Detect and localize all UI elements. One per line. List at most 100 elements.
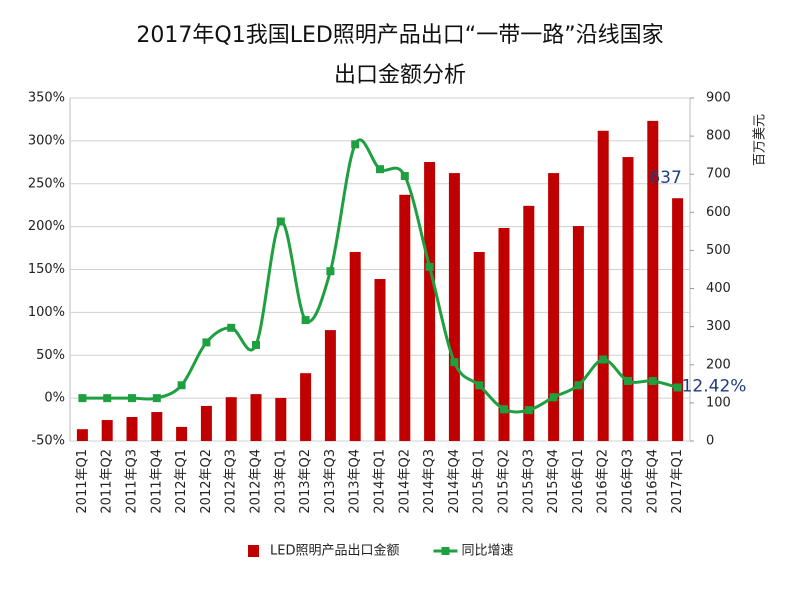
legend-label: LED照明产品出口金额 <box>270 543 399 559</box>
bar <box>126 416 138 441</box>
marker <box>202 338 211 347</box>
x-tick-label: 2011年Q3 <box>125 449 140 514</box>
bar <box>349 251 361 441</box>
marker <box>301 316 310 325</box>
bar <box>548 173 560 441</box>
x-tick-label: 2016年Q1 <box>571 449 586 514</box>
marker <box>177 381 186 390</box>
marker <box>549 393 558 402</box>
bar <box>151 412 163 441</box>
x-tick-label: 2012年Q1 <box>174 449 189 514</box>
marker <box>376 165 384 174</box>
bar <box>597 130 609 441</box>
y-tick-label: 50% <box>36 348 65 363</box>
y2-tick-label: 0 <box>706 434 714 449</box>
marker <box>500 405 508 414</box>
legend-swatch <box>441 547 450 555</box>
bar <box>275 397 287 441</box>
bar <box>101 420 113 441</box>
x-tick-label: 2013年Q4 <box>348 449 363 514</box>
bar <box>523 205 535 441</box>
data-label: 637 <box>649 168 681 188</box>
x-tick-label: 2014年Q4 <box>447 449 462 514</box>
y-tick-label: 300% <box>28 133 65 148</box>
marker <box>574 381 583 390</box>
marker <box>599 355 608 364</box>
x-tick-label: 2014年Q3 <box>422 449 437 514</box>
x-tick-label: 2016年Q4 <box>645 449 660 514</box>
y-tick-label: 250% <box>28 176 65 191</box>
x-tick-label: 2016年Q2 <box>596 449 611 514</box>
y2-axis-title: 百万美元 <box>753 114 768 166</box>
marker <box>524 406 533 415</box>
bar <box>647 120 659 441</box>
x-tick-label: 2011年Q4 <box>149 449 164 514</box>
x-tick-label: 2016年Q3 <box>621 449 636 514</box>
marker <box>252 340 260 349</box>
bar <box>250 394 262 441</box>
data-label: 12.42% <box>682 376 747 396</box>
marker <box>128 394 136 403</box>
marker <box>450 358 459 367</box>
bar <box>300 373 312 441</box>
bar <box>76 429 88 441</box>
x-tick-label: 2013年Q1 <box>273 449 288 514</box>
y-tick-label: 0% <box>44 391 65 406</box>
y-tick-label: 200% <box>28 219 65 234</box>
marker <box>624 376 632 385</box>
legend-swatch <box>248 545 259 557</box>
chart-title: 出口金额分析 <box>334 63 466 88</box>
y2-tick-label: 600 <box>706 205 731 220</box>
x-tick-label: 2012年Q2 <box>199 449 214 514</box>
y2-tick-label: 100 <box>706 395 731 410</box>
x-tick-label: 2015年Q1 <box>472 449 487 514</box>
bar <box>448 173 460 441</box>
bar <box>473 251 485 441</box>
y-tick-label: -50% <box>31 434 65 449</box>
y-tick-label: 350% <box>28 91 65 106</box>
marker <box>326 267 335 276</box>
bar <box>324 330 336 441</box>
bar <box>225 397 237 441</box>
x-tick-label: 2017年Q1 <box>670 449 685 514</box>
y-tick-label: 150% <box>28 262 65 277</box>
marker <box>227 323 236 332</box>
x-tick-label: 2013年Q3 <box>323 449 338 514</box>
x-tick-label: 2013年Q2 <box>298 449 313 514</box>
bar <box>498 227 510 441</box>
legend-label: 同比增速 <box>461 544 513 559</box>
marker <box>400 172 409 181</box>
marker <box>103 394 112 403</box>
x-tick-label: 2011年Q2 <box>100 449 115 514</box>
bar <box>200 405 212 441</box>
y2-tick-label: 800 <box>706 129 731 144</box>
marker <box>425 262 434 271</box>
x-tick-label: 2012年Q4 <box>249 449 264 514</box>
bar <box>672 198 684 441</box>
bar <box>424 162 436 441</box>
marker <box>152 394 161 403</box>
x-tick-label: 2015年Q2 <box>497 449 512 514</box>
line <box>82 138 678 414</box>
y2-tick-label: 400 <box>706 281 731 296</box>
bar <box>374 279 386 441</box>
marker <box>78 394 87 403</box>
y2-tick-label: 500 <box>706 243 731 258</box>
x-tick-label: 2015年Q4 <box>546 449 561 514</box>
x-tick-label: 2011年Q1 <box>75 449 90 514</box>
marker <box>276 217 285 226</box>
x-tick-label: 2012年Q3 <box>224 449 239 514</box>
bar <box>622 157 634 442</box>
x-tick-label: 2014年Q1 <box>373 449 388 514</box>
y2-tick-label: 200 <box>706 357 731 372</box>
y2-tick-label: 700 <box>706 167 731 182</box>
marker <box>475 381 484 390</box>
x-tick-label: 2014年Q2 <box>397 449 412 514</box>
y2-tick-label: 900 <box>706 91 731 106</box>
y2-tick-label: 300 <box>706 319 731 334</box>
marker <box>648 376 657 385</box>
bar <box>399 194 411 441</box>
marker <box>351 140 360 149</box>
marker <box>673 383 682 392</box>
chart-title: 2017年Q1我国LED照明产品出口“一带一路”沿线国家 <box>136 23 663 48</box>
